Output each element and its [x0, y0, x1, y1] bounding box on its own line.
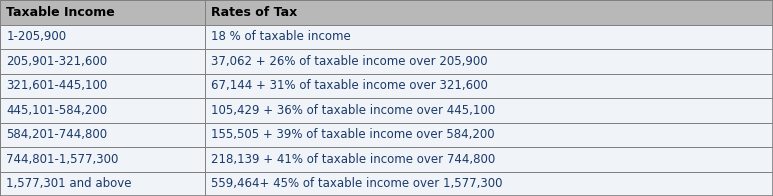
Bar: [205, 147, 773, 172]
Text: 1-205,900: 1-205,900: [6, 30, 66, 43]
Bar: [205, 49, 773, 74]
Bar: [0, 172, 205, 196]
Text: 321,601-445,100: 321,601-445,100: [6, 79, 107, 92]
Bar: [0, 49, 205, 74]
Bar: [0, 122, 205, 147]
Bar: [0, 0, 205, 24]
Bar: [205, 24, 773, 49]
Text: 445,101-584,200: 445,101-584,200: [6, 104, 107, 117]
Text: 105,429 + 36% of taxable income over 445,100: 105,429 + 36% of taxable income over 445…: [211, 104, 495, 117]
Bar: [205, 74, 773, 98]
Text: 1,577,301 and above: 1,577,301 and above: [6, 177, 131, 190]
Text: Taxable Income: Taxable Income: [6, 6, 115, 19]
Text: 744,801-1,577,300: 744,801-1,577,300: [6, 153, 118, 166]
Text: 18 % of taxable income: 18 % of taxable income: [211, 30, 351, 43]
Text: Rates of Tax: Rates of Tax: [211, 6, 298, 19]
Bar: [205, 172, 773, 196]
Bar: [0, 24, 205, 49]
Bar: [0, 147, 205, 172]
Text: 584,201-744,800: 584,201-744,800: [6, 128, 107, 141]
Text: 559,464+ 45% of taxable income over 1,577,300: 559,464+ 45% of taxable income over 1,57…: [211, 177, 502, 190]
Bar: [205, 0, 773, 24]
Text: 155,505 + 39% of taxable income over 584,200: 155,505 + 39% of taxable income over 584…: [211, 128, 495, 141]
Bar: [0, 98, 205, 122]
Text: 67,144 + 31% of taxable income over 321,600: 67,144 + 31% of taxable income over 321,…: [211, 79, 488, 92]
Text: 205,901-321,600: 205,901-321,600: [6, 55, 107, 68]
Bar: [205, 122, 773, 147]
Bar: [0, 74, 205, 98]
Text: 37,062 + 26% of taxable income over 205,900: 37,062 + 26% of taxable income over 205,…: [211, 55, 488, 68]
Bar: [205, 98, 773, 122]
Text: 218,139 + 41% of taxable income over 744,800: 218,139 + 41% of taxable income over 744…: [211, 153, 495, 166]
